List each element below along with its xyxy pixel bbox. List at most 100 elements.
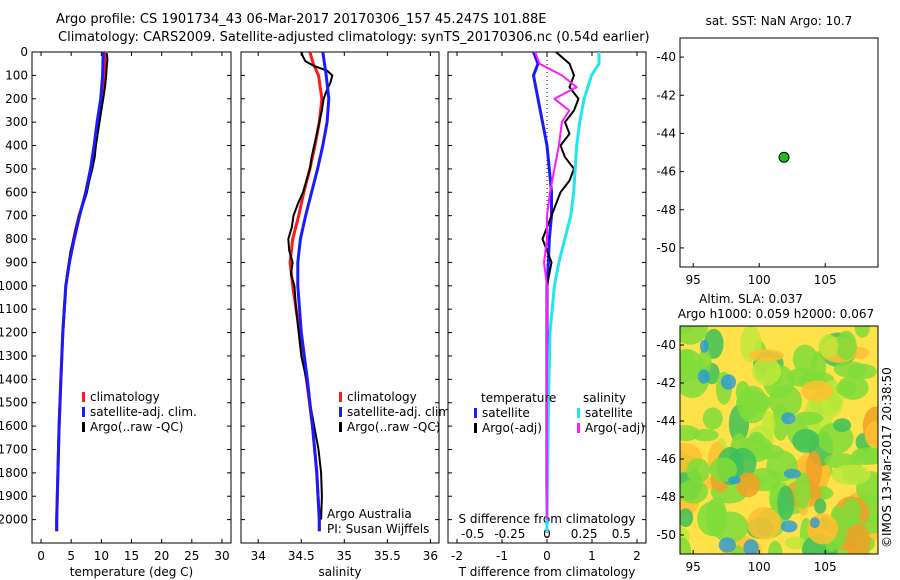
x-tick-label: 100 xyxy=(748,560,771,574)
y-tick-label: -44 xyxy=(656,414,676,428)
y-tick-label: -48 xyxy=(656,203,676,217)
y-tick-label: 1200 xyxy=(0,326,28,340)
heatmap-blob xyxy=(783,468,801,479)
legend-label: satellite-adj. clim. xyxy=(347,405,454,419)
x-tick-label: 35.5 xyxy=(374,549,401,563)
legend-label: satellite-adj. clim. xyxy=(90,405,197,419)
x-tick-label: 34 xyxy=(251,549,266,563)
y-tick-label: 400 xyxy=(5,139,28,153)
plot-frame xyxy=(679,37,879,268)
map-background xyxy=(680,38,878,267)
heatmap-blob xyxy=(748,349,784,362)
x-tick-label: 105 xyxy=(814,273,837,287)
series-line-temperature-argo-adj- xyxy=(541,51,580,520)
annotation-text: PI: Susan Wijffels xyxy=(327,522,429,536)
x-tick-label: 0 xyxy=(37,549,45,563)
heatmap-blob xyxy=(809,517,820,529)
x-axis-label: T difference from climatology xyxy=(458,565,636,579)
y-tick-label: -44 xyxy=(656,126,676,140)
y-tick-label: 0 xyxy=(20,45,28,59)
legend-header: salinity xyxy=(583,391,626,405)
y-tick-label: 900 xyxy=(5,255,28,269)
panel-temperature: 0100200300400500600700800900100011001200… xyxy=(0,45,232,579)
y-tick-label: 2000 xyxy=(0,513,28,527)
series-line-satellite-adj-clim- xyxy=(296,51,331,532)
heatmap-blob xyxy=(851,447,878,465)
y-tick-label: 1400 xyxy=(0,372,28,386)
heatmap-blob xyxy=(709,457,738,482)
heatmap-blob xyxy=(794,472,811,509)
heatmap-blob xyxy=(768,540,783,554)
x-tick-label: 10 xyxy=(94,549,109,563)
heatmap-blob xyxy=(805,451,822,489)
legend-swatch xyxy=(82,407,85,417)
title-line-2: Climatology: CARS2009. Satellite-adjuste… xyxy=(58,30,650,45)
legend-label: Argo(..raw -QC) xyxy=(90,420,183,434)
heatmap-blob xyxy=(697,369,710,384)
legend-swatch xyxy=(82,392,85,402)
heatmap-blob xyxy=(833,418,852,432)
heatmap-blob xyxy=(845,523,871,554)
x-tick-label: -1 xyxy=(496,549,508,563)
heatmap-blob xyxy=(720,374,737,390)
heatmap-blob xyxy=(831,464,871,486)
x-axis-label: salinity xyxy=(318,565,361,579)
legend-label: climatology xyxy=(347,390,417,404)
y-tick-label: -46 xyxy=(656,452,676,466)
x2-tick-label: -0.5 xyxy=(461,527,484,541)
legend-label: satellite xyxy=(482,406,530,420)
title-line-1: Argo profile: CS 1901734_43 06-Mar-2017 … xyxy=(56,12,547,27)
map-title: Altim. SLA: 0.037 xyxy=(699,292,803,306)
legend-swatch xyxy=(577,423,580,433)
x-tick-label: 95 xyxy=(686,273,701,287)
legend-label: climatology xyxy=(90,390,160,404)
y-tick-label: 1800 xyxy=(0,466,28,480)
y-tick-label: 500 xyxy=(5,162,28,176)
y-tick-label: 1100 xyxy=(0,302,28,316)
y-tick-label: -50 xyxy=(656,528,676,542)
heatmap-blob xyxy=(728,476,741,485)
x2-tick-label: -0.25 xyxy=(494,527,525,541)
x-tick-label: 105 xyxy=(814,560,837,574)
x-tick-label: 1 xyxy=(588,549,596,563)
heatmap-blob xyxy=(735,380,750,404)
y-tick-label: 1000 xyxy=(0,279,28,293)
heatmap-blob xyxy=(718,537,736,553)
heatmap-blob xyxy=(692,428,719,442)
heatmap-blob xyxy=(800,380,833,402)
heatmap-blob xyxy=(864,421,878,448)
heatmap-blob xyxy=(761,410,776,439)
heatmap-blob xyxy=(747,507,782,540)
x-tick-label: -2 xyxy=(451,549,463,563)
annotation-text: Argo Australia xyxy=(327,507,412,521)
x-tick-label: 15 xyxy=(124,549,139,563)
x-tick-label: 0 xyxy=(543,549,551,563)
heatmap-blob xyxy=(772,403,790,441)
heatmap-blob xyxy=(792,428,820,453)
plot-frame xyxy=(31,51,232,544)
heatmap-blob xyxy=(680,537,692,554)
y-tick-label: 100 xyxy=(5,68,28,82)
heatmap-blob xyxy=(680,348,704,382)
y-tick-label: 800 xyxy=(5,232,28,246)
x-tick-label: 20 xyxy=(154,549,169,563)
legend-swatch xyxy=(339,407,342,417)
heatmap-blob xyxy=(699,339,709,353)
y-tick-label: 1600 xyxy=(0,419,28,433)
panel-sst-map: -40 -42 -44 -46 -48 -50 95 100 105 sat. SST: NaN … xyxy=(656,14,879,287)
heatmap-blob xyxy=(752,357,782,386)
heatmap-blob xyxy=(833,361,867,378)
heatmap-blob xyxy=(777,485,795,521)
x-tick-label: 95 xyxy=(686,560,701,574)
legend-label: Argo(-adj) xyxy=(482,421,542,435)
y-tick-label: -40 xyxy=(656,50,676,64)
panel-salinity: 34 34.5 35 35.5 36 salinity climatologysatelli… xyxy=(240,51,454,579)
panel-sla-map: -40 -42 -44 -46 -48 -50 95 100 105 Altim. SLA: 0.… xyxy=(656,292,879,574)
x-tick-label: 35 xyxy=(337,549,352,563)
y-tick-label: -50 xyxy=(656,241,676,255)
heatmap-blob xyxy=(814,498,827,514)
heatmap-blob xyxy=(753,444,784,460)
heatmap-blob xyxy=(793,411,824,425)
legend-swatch xyxy=(474,408,477,418)
